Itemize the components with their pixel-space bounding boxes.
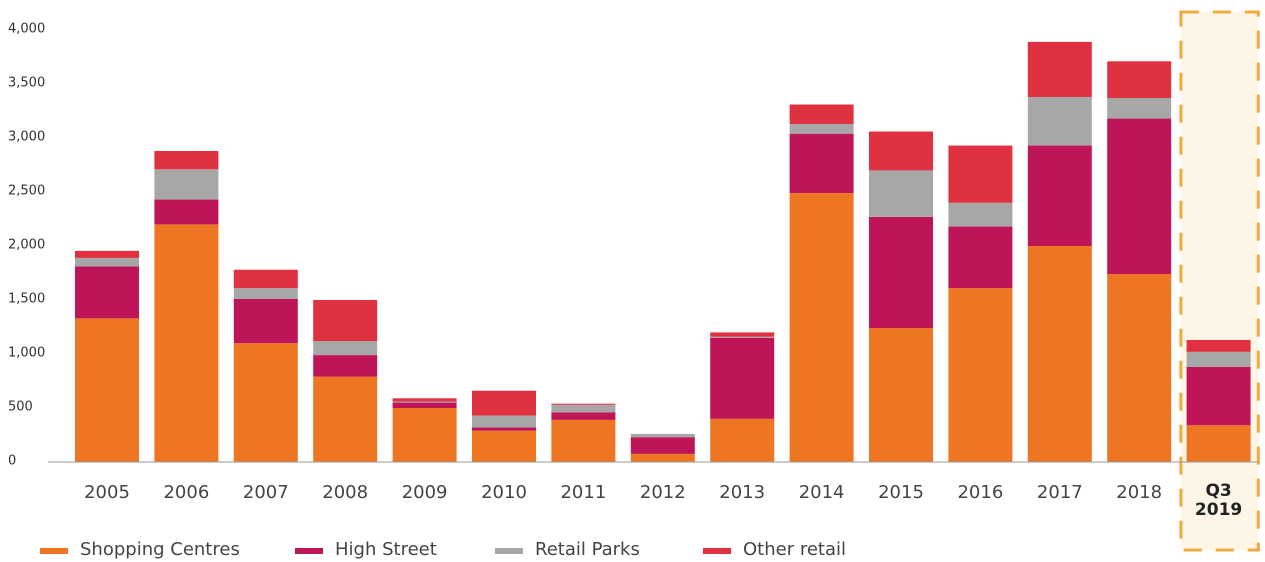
y-tick-label: 1,000 [8,346,45,361]
bar-segment [1027,41,1092,97]
bar-segment [869,131,933,171]
x-tick-label: 2006 [163,482,210,503]
bar-segment [154,224,219,462]
bar-segment [154,199,219,225]
bar-segment [948,288,1013,462]
bar-segment [472,415,536,428]
bar-segment [392,402,457,408]
bar-segment [472,430,536,462]
legend-swatch [295,548,323,554]
bar-segment [630,433,695,438]
bar-segment [789,133,854,194]
legend-label: Shopping Centres [80,539,240,560]
bar-segment [948,145,1013,203]
bar-segment [551,412,616,420]
bar-segment [710,418,775,462]
bar-segment [233,343,298,462]
bar-segment [869,216,933,329]
x-tick-label: 2014 [798,482,845,503]
y-tick-label: 2,500 [8,184,45,199]
bar-segment [313,300,378,342]
x-tick-label: 2009 [401,482,448,503]
bar-segment [472,427,536,431]
bar-segment [1186,351,1251,367]
bar-segment [1107,118,1172,275]
y-tick-label: 3,500 [8,76,45,91]
y-tick-label: 0 [8,454,16,469]
legend-swatch [703,548,731,554]
bar-segment [75,257,139,267]
bar-segment [313,341,378,356]
x-tick-label: 2018 [1116,482,1163,503]
legend-swatch [40,548,68,554]
bar-segment [1186,366,1251,426]
bar-segment [869,170,933,217]
bar-segment [392,398,457,402]
y-tick-label: 500 [8,400,33,415]
bar-segment [313,376,378,462]
x-tick-label: 2015 [878,482,924,503]
bar-segment [472,390,536,416]
bar-segment [948,226,1013,289]
y-tick-label: 2,000 [8,238,45,253]
bar-segment [1107,98,1172,119]
x-tick-label: 2005 [84,482,130,503]
y-tick-label: 1,500 [8,292,45,307]
bar-segment [1027,96,1092,146]
bar-segment [1027,246,1092,462]
bar-segment [948,202,1013,227]
y-tick-label: 3,000 [8,130,45,145]
bar-segment [1186,425,1251,462]
bar-segment [869,328,933,462]
bar-segment [710,337,775,419]
bar-segment [392,408,457,462]
legend-label: Other retail [743,539,846,560]
x-tick-label: 2012 [639,482,686,503]
bar-segment [551,403,616,405]
x-tick-label: 2010 [481,482,527,503]
bar-segment [1027,145,1092,246]
bar-segment [789,104,854,124]
bar-segment [789,123,854,134]
bar-segment [75,250,139,258]
bar-segment [392,401,457,403]
x-tick-label: 2011 [560,482,607,503]
x-tick-label: 2013 [719,482,766,503]
x-tick-label: 2008 [322,482,369,503]
bar-segment [233,288,298,299]
bar-segment [154,150,219,170]
x-tick-label: 2016 [957,482,1004,503]
bar-segment [313,355,378,377]
highlight-box [1179,10,1260,552]
x-tick-label: 2017 [1036,482,1083,503]
bar-segment [710,336,775,338]
x-tick-label: Q3 2019 [1194,481,1243,520]
bar-segment [154,169,219,200]
bar-segment [1186,339,1251,352]
bar-segment [630,453,695,462]
bar-segment [75,318,139,462]
bar-segment [789,193,854,462]
y-tick-label: 4,000 [8,22,45,37]
bar-segment [233,269,298,289]
x-tick-label: 2007 [242,482,289,503]
legend-swatch [495,548,523,554]
legend-label: Retail Parks [535,539,640,560]
bar-segment [75,266,139,319]
bar-segment [1107,61,1172,99]
legend-label: High Street [335,539,437,560]
bar-segment [630,437,695,454]
bar-segment [551,404,616,413]
bar-segment [1107,274,1172,462]
bar-segment [710,332,775,337]
bar-segment [551,419,616,462]
bar-segment [233,298,298,344]
